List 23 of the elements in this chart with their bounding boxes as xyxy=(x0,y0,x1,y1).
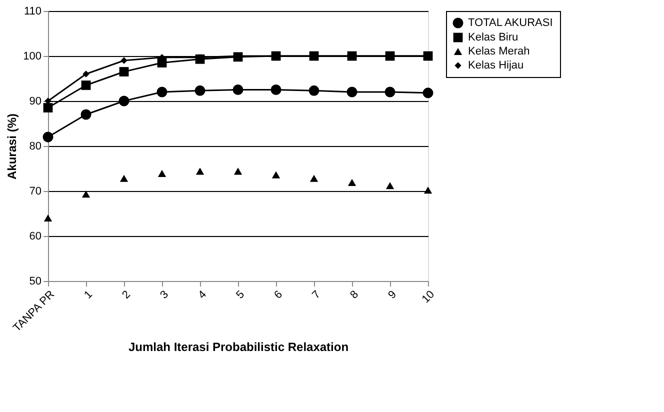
y-tick-label: 100 xyxy=(23,50,42,62)
y-axis-title: Akurasi (%) xyxy=(5,113,20,180)
x-tick-label: 8 xyxy=(348,288,361,302)
legend-label: Kelas Biru xyxy=(468,32,518,44)
y-tick-label: 90 xyxy=(29,96,42,108)
x-tick-label: 3 xyxy=(158,288,171,302)
legend-label: Kelas Hijau xyxy=(468,60,524,72)
x-tick-label: 10 xyxy=(420,288,437,306)
x-tick-label: 6 xyxy=(272,288,285,302)
legend-label: TOTAL AKURASI xyxy=(468,17,553,29)
x-tick-label: 5 xyxy=(234,288,247,302)
x-tick-label: 7 xyxy=(310,288,323,302)
x-tick-label: 9 xyxy=(386,288,399,302)
x-tick-label: 4 xyxy=(196,288,209,302)
y-tick-label: 110 xyxy=(24,6,42,18)
x-axis-title: Jumlah Iterasi Probabilistic Relaxation xyxy=(128,340,349,354)
legend-label: Kelas Merah xyxy=(468,46,530,58)
y-tick-label: 60 xyxy=(29,230,42,242)
x-tick-label: 2 xyxy=(120,288,133,302)
y-tick-label: 80 xyxy=(29,140,42,152)
x-tick-label: 1 xyxy=(82,288,95,302)
y-tick-label: 70 xyxy=(29,186,42,198)
y-tick-label: 50 xyxy=(29,276,42,288)
